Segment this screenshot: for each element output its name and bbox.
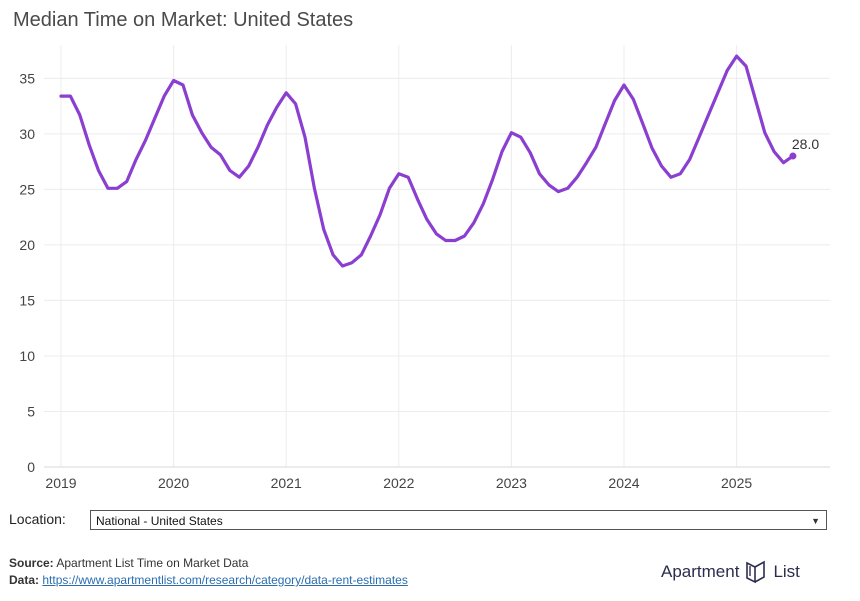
x-tick-label: 2024	[608, 475, 639, 491]
grid	[44, 45, 830, 468]
source-line: Source: Apartment List Time on Market Da…	[9, 556, 248, 570]
y-tick-label: 5	[27, 403, 35, 419]
series-end-point[interactable]	[789, 152, 797, 160]
logo-text-left: Apartment	[661, 562, 740, 581]
x-tick-label: 2020	[158, 475, 189, 491]
logo-text-right: List	[773, 562, 800, 581]
data-link[interactable]: https://www.apartmentlist.com/research/c…	[42, 573, 408, 587]
y-tick-label: 0	[27, 459, 35, 475]
y-tick-label: 30	[19, 126, 35, 142]
y-tick-label: 20	[19, 237, 35, 253]
y-tick-label: 25	[19, 181, 35, 197]
source-text: Apartment List Time on Market Data	[56, 556, 249, 570]
location-select[interactable]: National - United States ▼	[90, 510, 827, 530]
series-line[interactable]	[59, 54, 795, 268]
logo-mark-icon	[746, 560, 766, 584]
data-line: Data: https://www.apartmentlist.com/rese…	[9, 573, 408, 587]
x-axis-ticks: 2019 2020 2021 2022 2023 2024 2025	[45, 475, 752, 491]
location-label: Location:	[9, 511, 66, 527]
chevron-down-icon[interactable]: ▼	[811, 516, 820, 526]
x-tick-label: 2022	[383, 475, 414, 491]
chart-title: Median Time on Market: United States	[13, 9, 354, 31]
series-end-label: 28.0	[792, 136, 819, 152]
source-label: Source:	[9, 556, 54, 570]
location-select-value: National - United States	[96, 514, 223, 528]
x-tick-label: 2023	[496, 475, 527, 491]
x-tick-label: 2025	[721, 475, 752, 491]
apartment-list-logo: Apartment List	[661, 559, 800, 585]
y-tick-label: 10	[19, 348, 35, 364]
data-label: Data:	[9, 573, 40, 587]
x-tick-label: 2021	[271, 475, 302, 491]
y-tick-label: 35	[19, 70, 35, 86]
x-tick-label: 2019	[45, 475, 76, 491]
y-axis-ticks: 0 5 10 15 20 25 30 35	[19, 70, 35, 475]
y-tick-label: 15	[19, 292, 35, 308]
